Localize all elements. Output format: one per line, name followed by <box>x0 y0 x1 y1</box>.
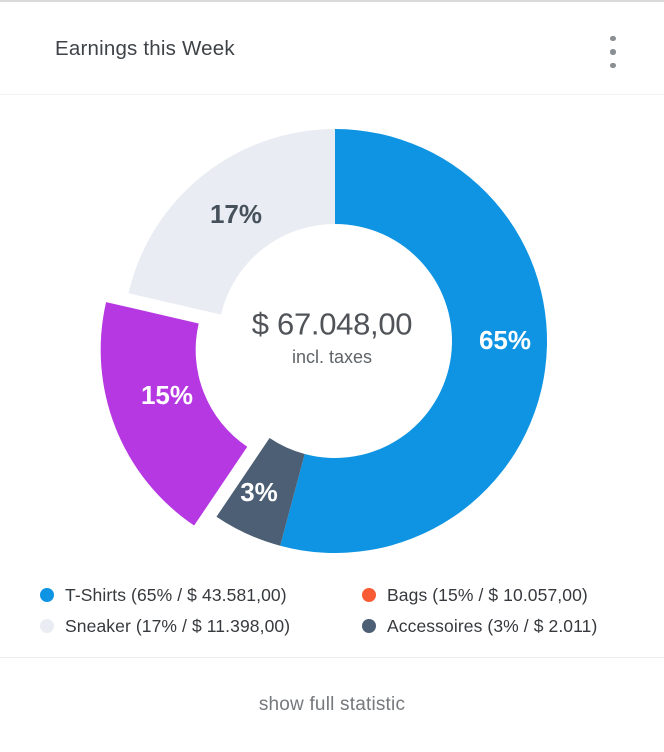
legend-label-accessoires: Accessoires (3% / $ 2.011) <box>387 615 598 636</box>
center-subtitle: incl. taxes <box>292 347 372 367</box>
donut-slice-tshirts[interactable] <box>280 129 547 553</box>
donut-chart: 65% 3% 15% 17% $ 67.048,00 incl. taxes <box>100 129 547 553</box>
slice-label-accessoires: 3% <box>240 477 278 507</box>
legend-label-sneaker: Sneaker (17% / $ 11.398,00) <box>65 615 291 636</box>
slice-label-tshirts: 65% <box>479 325 531 355</box>
legend-dot-bags <box>362 588 376 602</box>
legend-dot-tshirts <box>40 588 54 602</box>
more-options-button[interactable] <box>596 30 630 74</box>
card-title: Earnings this Week <box>55 37 235 60</box>
donut-slice-sneaker[interactable] <box>128 129 335 315</box>
legend-item-bags[interactable]: Bags (15% / $ 10.057,00) <box>362 584 588 606</box>
legend-item-sneaker[interactable]: Sneaker (17% / $ 11.398,00) <box>40 615 290 637</box>
card-footer: show full statistic <box>0 657 664 752</box>
legend-dot-sneaker <box>40 619 54 633</box>
legend-label-bags: Bags (15% / $ 10.057,00) <box>387 584 588 605</box>
legend-label-tshirts: T-Shirts (65% / $ 43.581,00) <box>65 584 287 605</box>
card-header: Earnings this Week <box>0 2 664 95</box>
center-total-amount: $ 67.048,00 <box>252 307 413 342</box>
donut-slice-bags[interactable] <box>100 302 248 526</box>
slice-label-sneaker: 17% <box>210 199 262 229</box>
show-full-statistic-link[interactable]: show full statistic <box>258 694 406 715</box>
slice-label-bags: 15% <box>141 380 193 410</box>
legend-dot-accessoires <box>362 619 376 633</box>
legend-item-tshirts[interactable]: T-Shirts (65% / $ 43.581,00) <box>40 584 287 606</box>
donut-slice-accessoires[interactable] <box>216 437 305 546</box>
legend-item-accessoires[interactable]: Accessoires (3% / $ 2.011) <box>362 615 597 637</box>
chart-area: 65% 3% 15% 17% $ 67.048,00 incl. taxes <box>0 96 664 568</box>
